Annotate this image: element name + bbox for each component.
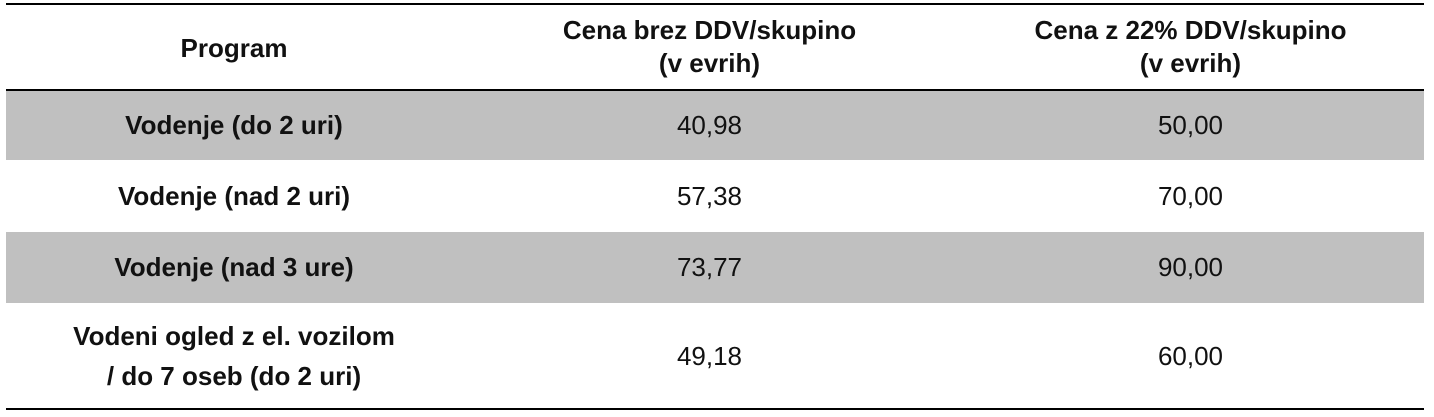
header-price-gross-label: Cena z 22% DDV/skupino	[1034, 15, 1347, 45]
program-cell-line-1: Vodeni ogled z el. vozilom	[73, 320, 395, 351]
price-table: Program Cena brez DDV/skupino (v evrih) …	[6, 3, 1424, 410]
header-price-net: Cena brez DDV/skupino (v evrih)	[462, 3, 957, 91]
header-program: Program	[6, 3, 462, 91]
header-price-net-unit: (v evrih)	[658, 48, 761, 78]
table-body: Vodenje (do 2 uri) 40,98 50,00 Vodenje (…	[6, 90, 1424, 410]
price-gross-cell: 50,00	[957, 90, 1424, 160]
price-gross-cell: 90,00	[957, 232, 1424, 303]
table-row: Vodenje (do 2 uri) 40,98 50,00	[6, 90, 1424, 160]
program-cell-line-2: / do 7 oseb (do 2 uri)	[106, 360, 362, 391]
price-gross-cell: 60,00	[957, 303, 1424, 410]
header-price-gross: Cena z 22% DDV/skupino (v evrih)	[957, 3, 1424, 91]
price-gross-cell: 70,00	[1157, 180, 1224, 211]
table-header: Program Cena brez DDV/skupino (v evrih) …	[6, 3, 1424, 91]
program-cell: Vodenje (nad 2 uri)	[117, 180, 351, 211]
table-row: Vodeni ogled z el. vozilom / do 7 oseb (…	[6, 303, 1424, 410]
program-cell: Vodenje (nad 3 ure)	[6, 232, 462, 303]
header-price-gross-unit: (v evrih)	[1139, 48, 1242, 78]
price-net-cell: 49,18	[462, 303, 957, 410]
price-net-cell: 57,38	[676, 180, 743, 211]
header-price-net-label: Cena brez DDV/skupino	[562, 15, 857, 45]
table-row: Vodenje (nad 3 ure) 73,77 90,00	[6, 232, 1424, 303]
header-row: Program Cena brez DDV/skupino (v evrih) …	[6, 3, 1424, 91]
program-cell: Vodenje (do 2 uri)	[6, 90, 462, 160]
table-row: Vodenje (nad 2 uri) 57,38 70,00	[6, 160, 1424, 232]
price-net-cell: 73,77	[462, 232, 957, 303]
price-net-cell: 40,98	[462, 90, 957, 160]
program-cell: Vodeni ogled z el. vozilom / do 7 oseb (…	[6, 303, 462, 410]
